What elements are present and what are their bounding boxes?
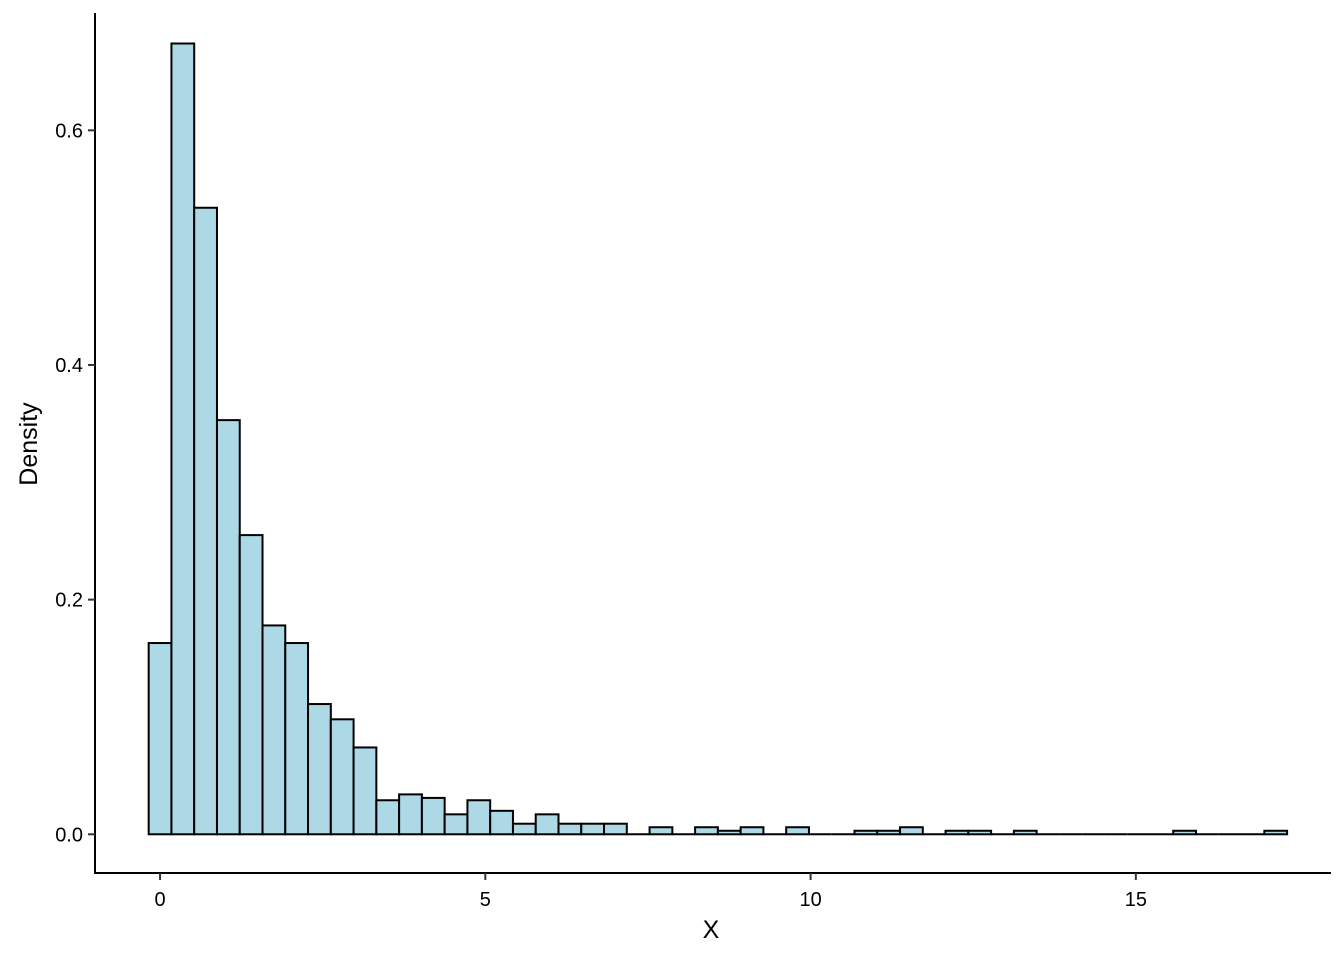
histogram-bar <box>284 642 310 836</box>
histogram-bar <box>443 813 469 836</box>
histogram-bar <box>694 826 719 836</box>
x-tick-label: 0 <box>154 889 165 911</box>
histogram-bar <box>534 813 560 836</box>
y-tick-label: 0.4 <box>55 355 83 377</box>
histogram-bar <box>215 419 241 836</box>
histogram-bar <box>1172 829 1198 836</box>
histogram-bar <box>1263 829 1289 836</box>
histogram-bar <box>739 826 765 836</box>
x-tick-label: 10 <box>799 889 821 911</box>
histogram-bar <box>352 746 378 836</box>
histogram-bar <box>603 822 628 836</box>
histogram-bar <box>967 829 993 836</box>
histogram-bar <box>716 829 742 836</box>
histogram-bar <box>466 799 492 836</box>
histogram-bar <box>170 42 196 836</box>
histogram-bar <box>375 799 401 836</box>
histogram-bar <box>899 826 924 836</box>
histogram-bar <box>1012 829 1038 836</box>
histogram-bar <box>398 793 423 836</box>
y-tick-label: 0.0 <box>55 824 83 846</box>
histogram-bar <box>511 822 537 836</box>
x-tick-label: 5 <box>480 889 491 911</box>
histogram-bar <box>307 703 332 836</box>
histogram-bar <box>147 642 173 836</box>
histogram-bar <box>580 822 606 836</box>
y-tick-label: 0.2 <box>55 590 83 612</box>
histogram-bar <box>238 534 264 836</box>
histogram-bar <box>489 809 514 836</box>
histogram-bar <box>329 718 355 836</box>
histogram-bar <box>420 796 446 836</box>
histogram-bar <box>193 206 218 836</box>
histogram-bar <box>557 822 583 836</box>
y-ticks-layer: 0.0 0.2 0.4 0.6 <box>55 120 95 846</box>
x-ticks-layer: 0 5 10 15 <box>154 873 1147 911</box>
histogram-bar <box>853 829 879 836</box>
histogram-bar <box>944 829 970 836</box>
bars-layer <box>147 42 1289 836</box>
histogram-bar <box>876 829 902 836</box>
histogram-bar <box>785 826 810 836</box>
x-tick-label: 15 <box>1125 889 1147 911</box>
x-axis-title: X <box>703 916 720 944</box>
y-axis-title: Density <box>15 402 43 486</box>
y-tick-label: 0.6 <box>55 120 83 142</box>
histogram-bar <box>648 826 674 836</box>
histogram-bar <box>261 624 287 836</box>
